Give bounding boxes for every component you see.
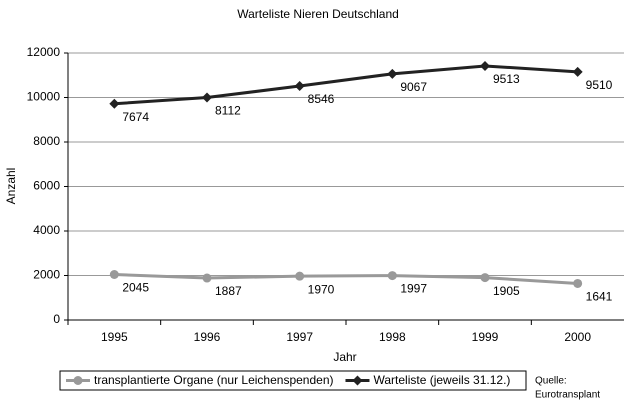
legend-marker [352, 375, 363, 386]
y-tick-label: 12000 [27, 45, 61, 59]
data-label: 9510 [586, 78, 613, 92]
data-label: 9067 [400, 80, 427, 94]
legend-marker [73, 376, 83, 385]
chart-title: Warteliste Nieren Deutschland [237, 7, 399, 21]
data-label: 8546 [308, 92, 335, 106]
x-tick-label: 2000 [564, 330, 591, 344]
y-tick-label: 6000 [33, 179, 60, 193]
data-point [295, 271, 305, 281]
source: Quelle: [535, 376, 567, 387]
y-tick-label: 10000 [27, 90, 61, 104]
x-tick-label: 1995 [101, 330, 128, 344]
data-point [387, 68, 398, 79]
y-tick-label: 4000 [33, 223, 60, 237]
data-point [202, 92, 212, 103]
y-tick-label: 8000 [33, 134, 60, 148]
y-tick-label: 2000 [33, 268, 60, 282]
x-tick-label: 1998 [379, 330, 406, 344]
data-point [294, 81, 305, 92]
data-point [572, 66, 583, 77]
data-label: 7674 [122, 110, 149, 124]
data-point [202, 273, 212, 283]
x-tick-label: 1999 [472, 330, 499, 344]
y-tick-label: 0 [53, 312, 60, 326]
data-label: 9513 [493, 72, 520, 86]
legend-label: transplantierte Organe (nur Leichenspend… [94, 373, 333, 387]
y-axis-label: Anzahl [4, 168, 18, 205]
data-point [573, 278, 583, 288]
data-point [387, 271, 397, 281]
series-line [114, 273, 578, 285]
data-label: 1887 [215, 284, 242, 298]
data-point [480, 60, 490, 71]
x-tick-label: 1996 [194, 330, 221, 344]
data-point [109, 269, 119, 279]
data-label: 8112 [215, 104, 241, 118]
legend-box [59, 370, 527, 391]
data-label: 1970 [308, 282, 335, 296]
legend-label: Warteliste (jeweils 31.12.) [373, 373, 510, 387]
series-line [114, 64, 578, 106]
data-point [480, 273, 490, 283]
data-label: 1997 [400, 282, 427, 296]
data-label: 1905 [493, 284, 520, 298]
source: Eurotransplant [535, 390, 600, 401]
data-label: 1641 [586, 290, 613, 304]
data-point [109, 98, 120, 109]
data-label: 2045 [122, 281, 149, 295]
x-tick-label: 1997 [286, 330, 313, 344]
x-axis-label: Jahr [333, 350, 356, 364]
